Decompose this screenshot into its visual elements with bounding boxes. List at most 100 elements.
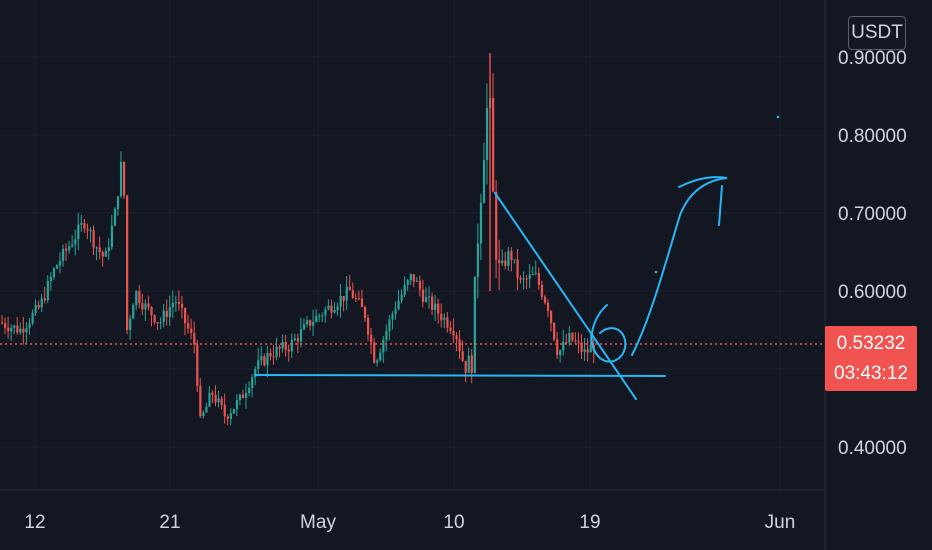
circle-annotation[interactable]: [590, 304, 627, 363]
candle-body: [68, 246, 71, 251]
candle-body: [235, 400, 239, 410]
time-axis[interactable]: 12 21 May 10 19 Jun: [24, 512, 795, 533]
candle-body: [132, 305, 135, 319]
trend-drawings[interactable]: [254, 115, 780, 400]
candle-body: [19, 328, 22, 333]
candle-body: [568, 332, 571, 343]
candle-body: [306, 320, 309, 325]
candle-body: [220, 398, 223, 406]
candle-body: [4, 323, 7, 328]
candle-body: [418, 280, 422, 290]
candle-body: [363, 307, 367, 318]
candle-body: [367, 317, 370, 335]
candle-body: [449, 327, 452, 331]
candle-body: [25, 327, 28, 333]
arrow-head[interactable]: [718, 185, 723, 226]
candle-body: [113, 209, 117, 226]
candle-body: [245, 392, 248, 398]
candle-body: [174, 301, 178, 303]
candle-body: [202, 412, 205, 417]
candle-body: [546, 302, 550, 312]
candle-body: [104, 250, 107, 257]
candle-body: [156, 322, 159, 324]
candle-body: [321, 315, 324, 317]
candle-body: [543, 296, 547, 303]
candle-body: [504, 260, 507, 266]
candle-body: [556, 339, 559, 355]
current-price-label: 0.53232 03:43:12: [825, 326, 917, 391]
support-line[interactable]: [254, 374, 666, 377]
candle-body: [257, 360, 260, 369]
descending-trendline[interactable]: [494, 192, 637, 400]
y-tick-label: 0.40000: [838, 438, 907, 459]
candle-body: [409, 274, 412, 281]
x-tick-label: May: [300, 512, 336, 533]
candle-body: [452, 330, 455, 336]
dot-marker-2: [654, 270, 658, 274]
candle-body: [1, 322, 4, 324]
candle-body: [370, 334, 373, 343]
candle-body: [232, 409, 235, 414]
candle-body: [55, 265, 59, 269]
candle-body: [373, 342, 376, 363]
candle-body: [129, 318, 132, 330]
grid-lines: [0, 0, 826, 550]
candle-body: [293, 338, 296, 341]
candle-body: [190, 328, 193, 333]
candle-body: [116, 196, 120, 210]
candle-body: [461, 351, 464, 361]
candle-body: [119, 161, 123, 197]
candle-body: [339, 295, 342, 307]
candle-body: [351, 290, 354, 298]
current-price-value: 0.53232: [836, 332, 906, 354]
candle-body: [519, 277, 522, 280]
candle-body: [562, 341, 565, 351]
candle-body: [263, 356, 266, 366]
candle-body: [333, 310, 336, 313]
candle-body: [43, 298, 46, 301]
candle-body: [580, 342, 583, 352]
candle-body: [379, 352, 382, 361]
candle-body: [275, 346, 278, 357]
candle-body: [312, 321, 315, 326]
candle-body: [193, 332, 196, 345]
candle-body: [28, 323, 31, 328]
candle-body: [437, 303, 440, 314]
candle-body: [516, 259, 519, 278]
candle-body: [528, 274, 531, 279]
arrow-path[interactable]: [631, 176, 728, 356]
candle-body: [510, 251, 513, 260]
candle-body: [260, 356, 263, 361]
candle-body: [507, 251, 510, 266]
price-axis[interactable]: 0.400000.500000.600000.700000.800000.900…: [838, 48, 907, 459]
candle-body: [7, 327, 10, 332]
candle-body: [443, 317, 446, 321]
candle-countdown: 03:43:12: [834, 362, 908, 384]
candle-body: [266, 353, 269, 366]
currency-button[interactable]: USDT: [848, 16, 906, 50]
candle-body: [229, 413, 232, 419]
candle-body: [150, 307, 153, 316]
candle-body: [458, 339, 461, 352]
candle-body: [583, 349, 586, 352]
candle-body: [534, 273, 537, 275]
candle-body: [348, 286, 351, 291]
candle-body: [40, 298, 43, 308]
candle-body: [34, 304, 37, 313]
candle-body: [309, 320, 312, 326]
candle-body: [211, 392, 214, 395]
candle-body: [171, 302, 174, 308]
candle-body: [184, 308, 187, 324]
candle-body: [492, 97, 495, 192]
candle-body: [83, 223, 86, 229]
candle-body: [296, 338, 300, 342]
candle-body: [482, 160, 486, 203]
candle-body: [431, 296, 434, 310]
x-tick-label: 10: [443, 512, 464, 533]
candle-body: [485, 108, 489, 161]
candle-body: [89, 230, 92, 232]
x-tick-label: 21: [159, 512, 180, 533]
dot-marker: [776, 115, 780, 119]
candle-body: [318, 315, 321, 317]
